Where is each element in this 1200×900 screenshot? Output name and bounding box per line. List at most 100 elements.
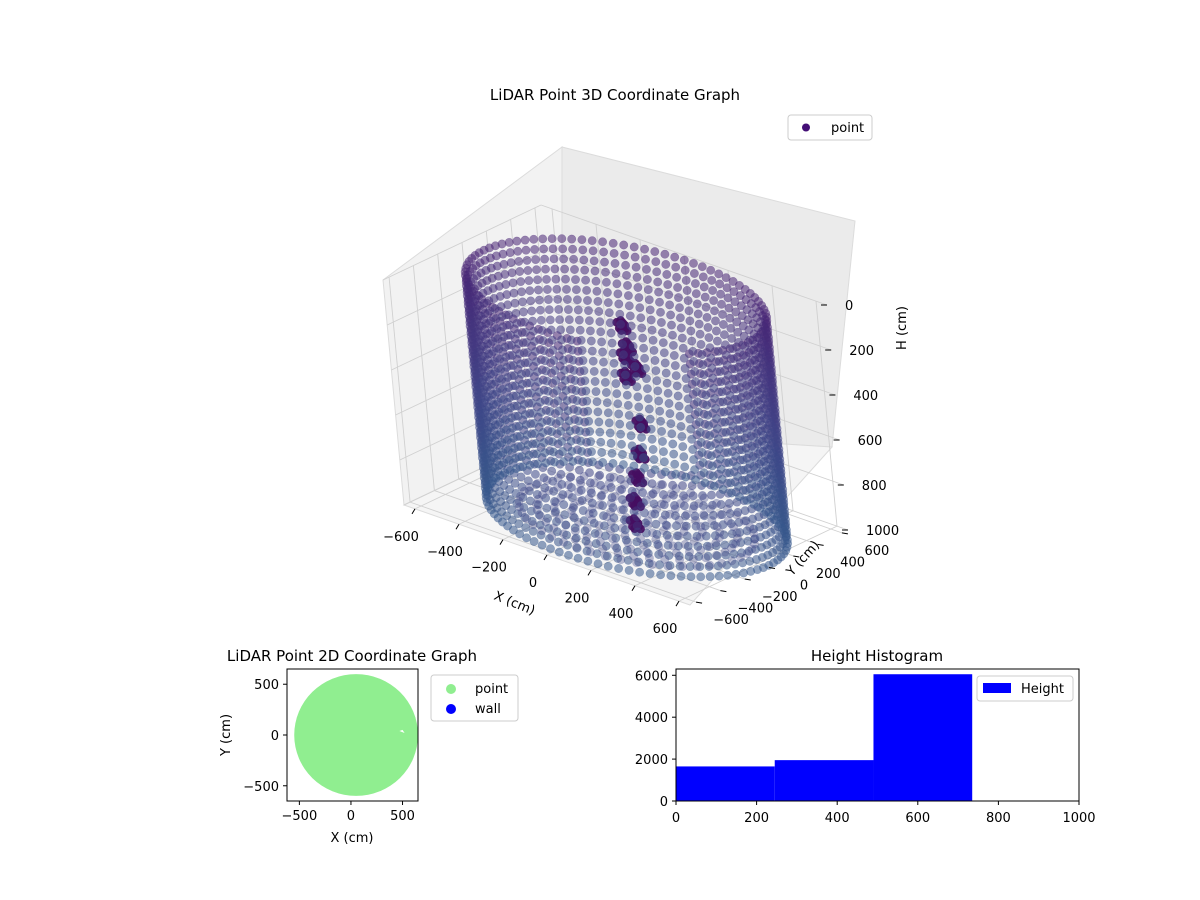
lidar-point xyxy=(658,515,668,525)
lidar-point xyxy=(578,457,587,466)
lidar-point xyxy=(599,521,609,531)
lidar-point xyxy=(643,516,653,526)
lidar-point xyxy=(611,269,621,279)
lidar-point xyxy=(574,465,584,475)
lidar-point xyxy=(579,255,589,265)
lidar-point xyxy=(550,366,560,375)
lidar-point xyxy=(542,376,552,386)
lidar-point xyxy=(530,429,540,438)
lidar-point xyxy=(740,475,750,485)
lidar-point xyxy=(671,469,681,479)
lidar-point xyxy=(659,457,669,467)
lidar-point xyxy=(586,547,595,557)
lidar-point xyxy=(675,313,685,323)
lidar-point xyxy=(720,340,730,350)
lidar-point xyxy=(742,362,752,371)
lidar-point xyxy=(616,474,626,484)
lidar-point xyxy=(634,402,644,412)
lidar-point xyxy=(559,457,568,467)
lidar-point xyxy=(580,265,590,275)
lidar-point xyxy=(704,333,714,343)
lidar-point xyxy=(641,254,650,264)
lidar-point xyxy=(673,391,683,401)
lidar-point xyxy=(612,389,622,399)
lidar-point xyxy=(582,285,592,295)
lidar-point xyxy=(630,362,640,371)
lidar-point xyxy=(533,494,543,504)
lidar-point xyxy=(586,336,596,346)
lidar-point xyxy=(555,315,565,325)
y-tick-label-3d: −600 xyxy=(713,613,749,628)
lidar-point xyxy=(656,416,666,426)
y-tick-label-2d: 0 xyxy=(271,729,279,744)
y-tick-label-hist: 6000 xyxy=(635,669,668,684)
lidar-point xyxy=(747,412,757,422)
lidar-point xyxy=(612,543,622,553)
lidar-point xyxy=(657,548,667,558)
lidar-point xyxy=(745,459,755,469)
y-axis-label-2d: Y (cm) xyxy=(219,714,234,757)
lidar-point xyxy=(688,491,698,501)
lidar-point xyxy=(735,347,745,357)
lidar-point xyxy=(686,572,696,582)
grid-line-x-back xyxy=(815,301,838,527)
lidar-point xyxy=(699,501,708,511)
lidar-point xyxy=(594,529,604,539)
lidar-point xyxy=(651,485,661,495)
lidar-point xyxy=(674,531,684,541)
lidar-point xyxy=(634,499,643,509)
lidar-point xyxy=(565,325,575,335)
lidar-point xyxy=(524,450,534,460)
lidar-point xyxy=(632,521,642,531)
lidar-point xyxy=(606,526,615,536)
lidar-point xyxy=(661,520,671,530)
lidar-point xyxy=(522,430,532,440)
lidar-point xyxy=(700,292,710,302)
lidar-point xyxy=(595,470,605,480)
lidar-point xyxy=(559,365,569,375)
lidar-point xyxy=(632,272,642,282)
lidar-point xyxy=(648,335,658,345)
lidar-point xyxy=(670,252,680,262)
lidar-point xyxy=(541,366,551,376)
lidar-point xyxy=(680,539,690,549)
lidar-point xyxy=(691,289,701,299)
lidar-point xyxy=(599,357,608,367)
lidar-point xyxy=(651,519,661,529)
lidar-point xyxy=(537,540,547,550)
lidar-point xyxy=(568,355,578,365)
lidar-point xyxy=(536,315,546,325)
lidar-point xyxy=(533,275,542,285)
lidar-point xyxy=(698,360,708,370)
lidar-point xyxy=(533,377,543,387)
lidar-point xyxy=(723,448,733,457)
lidar-point xyxy=(528,408,538,418)
lidar-point xyxy=(617,523,627,533)
lidar-point xyxy=(640,508,649,518)
lidar-point xyxy=(524,368,534,378)
lidar-point xyxy=(668,480,678,490)
lidar-point xyxy=(674,401,684,411)
lidar-point xyxy=(632,558,642,567)
lidar-point xyxy=(617,329,627,339)
lidar-point xyxy=(727,411,737,421)
lidar-point xyxy=(660,554,670,564)
lidar-point xyxy=(585,427,595,436)
lidar-point xyxy=(621,260,631,270)
lidar-point xyxy=(525,286,535,296)
lidar-point xyxy=(548,476,558,486)
lidar-point xyxy=(733,471,743,481)
lidar-point xyxy=(702,541,712,551)
lidar-point xyxy=(630,252,640,262)
lidar-point xyxy=(621,517,631,527)
lidar-point xyxy=(664,551,674,560)
lidar-point xyxy=(696,339,706,349)
lidar-point xyxy=(735,291,745,301)
legend-2d-marker-wall xyxy=(446,704,456,714)
lidar-point xyxy=(547,234,557,244)
lidar-point xyxy=(641,495,651,505)
lidar-point xyxy=(544,523,554,533)
lidar-point xyxy=(746,469,756,479)
lidar-point xyxy=(514,339,524,349)
lidar-point xyxy=(629,551,639,561)
